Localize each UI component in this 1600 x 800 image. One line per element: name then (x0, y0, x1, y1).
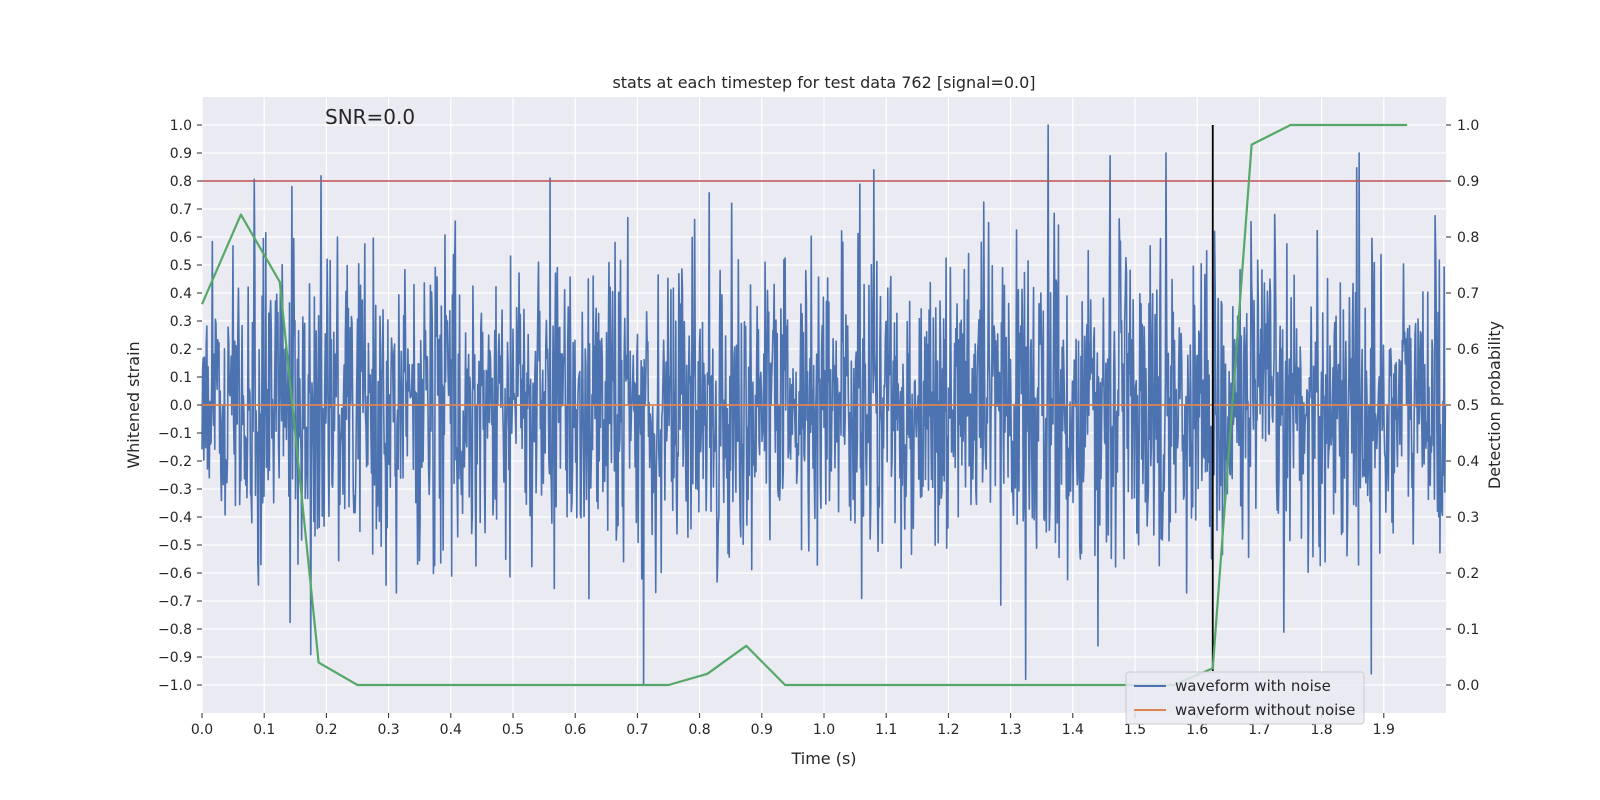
x-tick-label: 1.6 (1186, 722, 1208, 738)
left-axis-ticks: 1.0 0.9 0.8 0.7 0.6 0.5 0.4 0.3 0.2 0.1 0.0 −0.1 −0.… (158, 118, 202, 694)
left-axis-label: Whitened strain (124, 341, 143, 468)
left-tick-label: 0.7 (170, 202, 192, 218)
x-tick-label: 1.9 (1373, 722, 1395, 738)
x-tick-label: 0.3 (377, 722, 399, 738)
left-tick-label: 0.9 (170, 146, 192, 162)
left-tick-label: −0.9 (158, 650, 192, 666)
right-tick-label: 0.0 (1457, 678, 1479, 694)
x-tick-label: 1.4 (1062, 722, 1084, 738)
x-tick-label: 1.5 (1124, 722, 1146, 738)
left-tick-label: 0.1 (170, 370, 192, 386)
x-tick-label: 0.2 (315, 722, 337, 738)
x-axis-label: Time (s) (790, 749, 856, 768)
detection-probability-line (200, 123, 1408, 687)
left-tick-label: 0.8 (170, 174, 192, 190)
left-tick-label: −0.2 (158, 454, 192, 470)
x-tick-label: 0.1 (253, 722, 275, 738)
right-tick-label: 0.5 (1457, 398, 1479, 414)
left-tick-label: 0.4 (170, 286, 192, 302)
right-tick-label: 0.2 (1457, 566, 1479, 582)
left-tick-label: −1.0 (158, 678, 192, 694)
left-tick-label: −0.6 (158, 566, 192, 582)
chart-title: stats at each timestep for test data 762… (612, 73, 1035, 92)
x-tick-label: 1.0 (813, 722, 835, 738)
snr-annotation: SNR=0.0 (325, 105, 415, 129)
series-layer (200, 123, 1447, 687)
x-tick-label: 1.1 (875, 722, 897, 738)
x-axis-ticks: 0.0 0.1 0.2 0.3 0.4 0.5 0.6 0.7 0.8 0.9 1.0 1.1 1.2 1… (191, 713, 1395, 738)
left-tick-label: 1.0 (170, 118, 192, 134)
right-tick-label: 0.7 (1457, 286, 1479, 302)
legend-box (1125, 671, 1365, 725)
right-tick-label: 1.0 (1457, 118, 1479, 134)
x-tick-label: 0.5 (502, 722, 524, 738)
left-tick-label: 0.0 (170, 398, 192, 414)
left-tick-label: −0.8 (158, 622, 192, 638)
right-tick-label: 0.4 (1457, 454, 1479, 470)
left-tick-label: 0.3 (170, 314, 192, 330)
left-tick-label: −0.4 (158, 510, 192, 526)
right-tick-label: 0.1 (1457, 622, 1479, 638)
right-tick-label: 0.9 (1457, 174, 1479, 190)
left-tick-label: 0.6 (170, 230, 192, 246)
left-tick-label: 0.5 (170, 258, 192, 274)
right-tick-label: 0.8 (1457, 230, 1479, 246)
x-tick-label: 1.8 (1310, 722, 1332, 738)
legend-label-clean: waveform without noise (1175, 701, 1355, 719)
x-tick-label: 1.7 (1248, 722, 1270, 738)
x-tick-label: 1.2 (937, 722, 959, 738)
noise-waveform-line (201, 124, 1447, 686)
x-tick-label: 0.8 (688, 722, 710, 738)
right-axis-label: Detection probability (1485, 321, 1504, 489)
x-tick-label: 0.7 (626, 722, 648, 738)
right-axis-ticks: 1.0 0.9 0.8 0.7 0.6 0.5 0.4 0.3 0.2 0.1 0.0 (1446, 118, 1479, 694)
x-tick-label: 0.4 (440, 722, 462, 738)
x-tick-label: 0.0 (191, 722, 213, 738)
left-tick-label: −0.5 (158, 538, 192, 554)
left-tick-label: −0.7 (158, 594, 192, 610)
left-tick-label: 0.2 (170, 342, 192, 358)
x-tick-label: 1.3 (999, 722, 1021, 738)
legend-label-noise: waveform with noise (1175, 677, 1331, 695)
right-tick-label: 0.3 (1457, 510, 1479, 526)
x-tick-label: 0.6 (564, 722, 586, 738)
x-tick-label: 0.9 (751, 722, 773, 738)
left-tick-label: −0.1 (158, 426, 192, 442)
right-tick-label: 0.6 (1457, 342, 1479, 358)
left-tick-label: −0.3 (158, 482, 192, 498)
legend: waveform with noise waveform without noi… (1125, 671, 1365, 725)
